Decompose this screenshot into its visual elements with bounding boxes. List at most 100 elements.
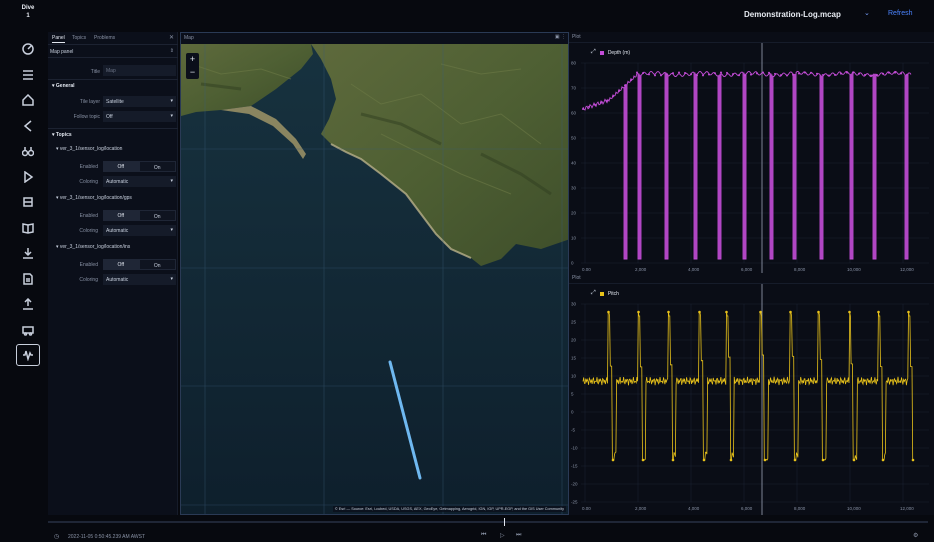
x-tick-label: 12,000 <box>900 267 914 272</box>
timeline-scrubber[interactable] <box>48 521 928 523</box>
tab-problems[interactable]: Problems <box>94 35 116 41</box>
file-name[interactable]: Demonstration-Log.mcap <box>744 10 841 19</box>
depth-data-point <box>864 73 866 76</box>
panel-selector[interactable]: Map panel ⇕ <box>48 46 178 58</box>
depth-data-point <box>612 95 614 98</box>
land-east <box>311 44 568 266</box>
title-input[interactable]: Map <box>103 65 176 76</box>
pitch-trough-point <box>911 458 915 462</box>
depth-data-point <box>888 71 890 74</box>
general-heading[interactable]: ▾ General <box>52 83 75 89</box>
coloring-label: Coloring <box>79 179 98 185</box>
topic-header[interactable]: ▾ ver_3_1/sensor_log/location/ins <box>56 244 131 250</box>
document-icon <box>23 272 33 285</box>
topic-header[interactable]: ▾ ver_3_1/sensor_log/location <box>56 146 123 152</box>
playback-bar: ◷ 2022-11-05 0:50:45.239 AM AWST ⏮ ▷ ⏭ ⚙ <box>0 515 934 542</box>
depth-data-point <box>822 74 824 77</box>
zoom-out-button[interactable]: − <box>189 67 196 77</box>
toggle-off[interactable]: Off <box>103 259 139 270</box>
toggle-on[interactable]: On <box>138 259 176 270</box>
depth-plot-panel[interactable]: Plot 80 70 60 50 40 30 20 10 0 0.00 2,000 4,000 6,00… <box>569 32 934 273</box>
pitch-peak-point <box>817 310 820 314</box>
depth-data-point <box>636 71 638 74</box>
follow-topic-select[interactable]: Off ▾ <box>103 111 176 122</box>
enabled-toggle: Off On <box>103 210 176 221</box>
depth-data-point <box>750 73 752 76</box>
chevron-down-icon[interactable]: ⌄ <box>864 10 870 17</box>
x-tick-label: 8,000 <box>794 267 806 272</box>
nav-vehicle-button[interactable] <box>16 319 40 341</box>
depth-data-point <box>858 72 860 75</box>
nav-waveform-button[interactable] <box>16 344 40 366</box>
nav-binoculars-button[interactable] <box>16 140 40 162</box>
nav-play-button[interactable] <box>16 166 40 188</box>
nav-document-button[interactable] <box>16 268 40 290</box>
nav-book-button[interactable] <box>16 217 40 239</box>
y-tick-label: 0 <box>571 410 574 415</box>
depth-data-point <box>834 73 836 76</box>
pitch-chart[interactable]: 30 25 20 15 10 5 0 -5 -10 -15 -20 -25 0.00 2,000 4,000… <box>569 284 934 515</box>
panel-menu-icon[interactable]: ▣ ⋮ <box>554 34 566 40</box>
nav-list-button[interactable] <box>16 64 40 86</box>
settings-icon[interactable]: ⚙ <box>913 533 919 539</box>
depth-data-point <box>708 73 710 76</box>
top-bar: Dive 1 Demonstration-Log.mcap ⌄ Refresh <box>0 0 934 32</box>
nav-upload-button[interactable] <box>16 293 40 315</box>
x-tick-label: 4,000 <box>688 506 700 511</box>
nav-home-button[interactable] <box>16 89 40 111</box>
pitch-series-line <box>582 311 914 461</box>
depth-data-point <box>582 108 584 110</box>
vehicle-track[interactable] <box>388 360 422 480</box>
depth-data-point <box>768 71 770 74</box>
nav-dashboard-button[interactable] <box>16 38 40 60</box>
toggle-off[interactable]: Off <box>103 210 139 221</box>
toggle-on[interactable]: On <box>138 161 176 172</box>
pitch-plot-panel[interactable]: Plot 30 25 20 15 10 5 0 -5 -10 -15 -20 -25 0.00 2,000… <box>569 273 934 515</box>
toggle-on[interactable]: On <box>138 210 176 221</box>
nav-download-button[interactable] <box>16 242 40 264</box>
map-canvas[interactable] <box>181 44 569 515</box>
legend-label: Pitch <box>607 290 619 297</box>
x-tick-label: 6,000 <box>741 267 753 272</box>
coloring-select[interactable]: Automatic ▾ <box>103 225 176 236</box>
pitch-trough-point <box>702 458 706 462</box>
refresh-button[interactable]: Refresh <box>888 10 913 17</box>
depth-data-point <box>816 72 818 75</box>
depth-data-point <box>846 71 848 74</box>
pitch-peak-point <box>725 310 728 314</box>
seek-backward-button[interactable]: ⏮ <box>481 532 487 538</box>
coast-highlight <box>330 143 472 259</box>
close-icon[interactable]: ✕ <box>168 35 174 41</box>
x-tick-label: 2,000 <box>635 506 647 511</box>
topic-header[interactable]: ▾ ver_3_1/sensor_log/location/gps <box>56 195 132 201</box>
chevron-down-icon: ▾ <box>170 178 173 184</box>
play-button[interactable]: ▷ <box>500 533 505 539</box>
legend-swatch <box>599 50 604 55</box>
book-icon <box>22 222 34 234</box>
seek-forward-button[interactable]: ⏭ <box>516 532 522 538</box>
depth-data-point <box>702 74 704 77</box>
tab-panel[interactable]: Panel <box>52 35 65 43</box>
depth-chart[interactable]: 80 70 60 50 40 30 20 10 0 0.00 2,000 4,000 6,000 8,00… <box>569 43 934 273</box>
coloring-select[interactable]: Automatic ▾ <box>103 274 176 285</box>
topics-heading[interactable]: ▾ Topics <box>52 132 72 138</box>
map-panel[interactable]: Map ▣ ⋮ <box>180 32 569 515</box>
zoom-in-button[interactable]: + <box>189 54 196 64</box>
y-tick-label: 30 <box>571 186 577 191</box>
x-tick-label: 2,000 <box>635 267 647 272</box>
tab-topics[interactable]: Topics <box>72 35 87 41</box>
panel-settings: Panel Topics Problems ✕ Map panel ⇕ Titl… <box>48 32 178 515</box>
depth-data-point <box>780 74 782 77</box>
expand-icon[interactable]: ⤢ <box>591 49 596 55</box>
pitch-trough-point <box>821 458 825 462</box>
depth-data-point <box>660 74 662 77</box>
expand-icon[interactable]: ⤢ <box>591 290 596 296</box>
toggle-off[interactable]: Off <box>103 161 139 172</box>
nav-back-button[interactable] <box>16 115 40 137</box>
tile-layer-select[interactable]: Satellite ▾ <box>103 96 176 107</box>
y-tick-label: 40 <box>571 161 577 166</box>
chevron-down-icon: ▾ <box>170 276 173 282</box>
nav-layers-button[interactable] <box>16 191 40 213</box>
scrubber-handle[interactable] <box>504 518 505 526</box>
coloring-select[interactable]: Automatic ▾ <box>103 176 176 187</box>
